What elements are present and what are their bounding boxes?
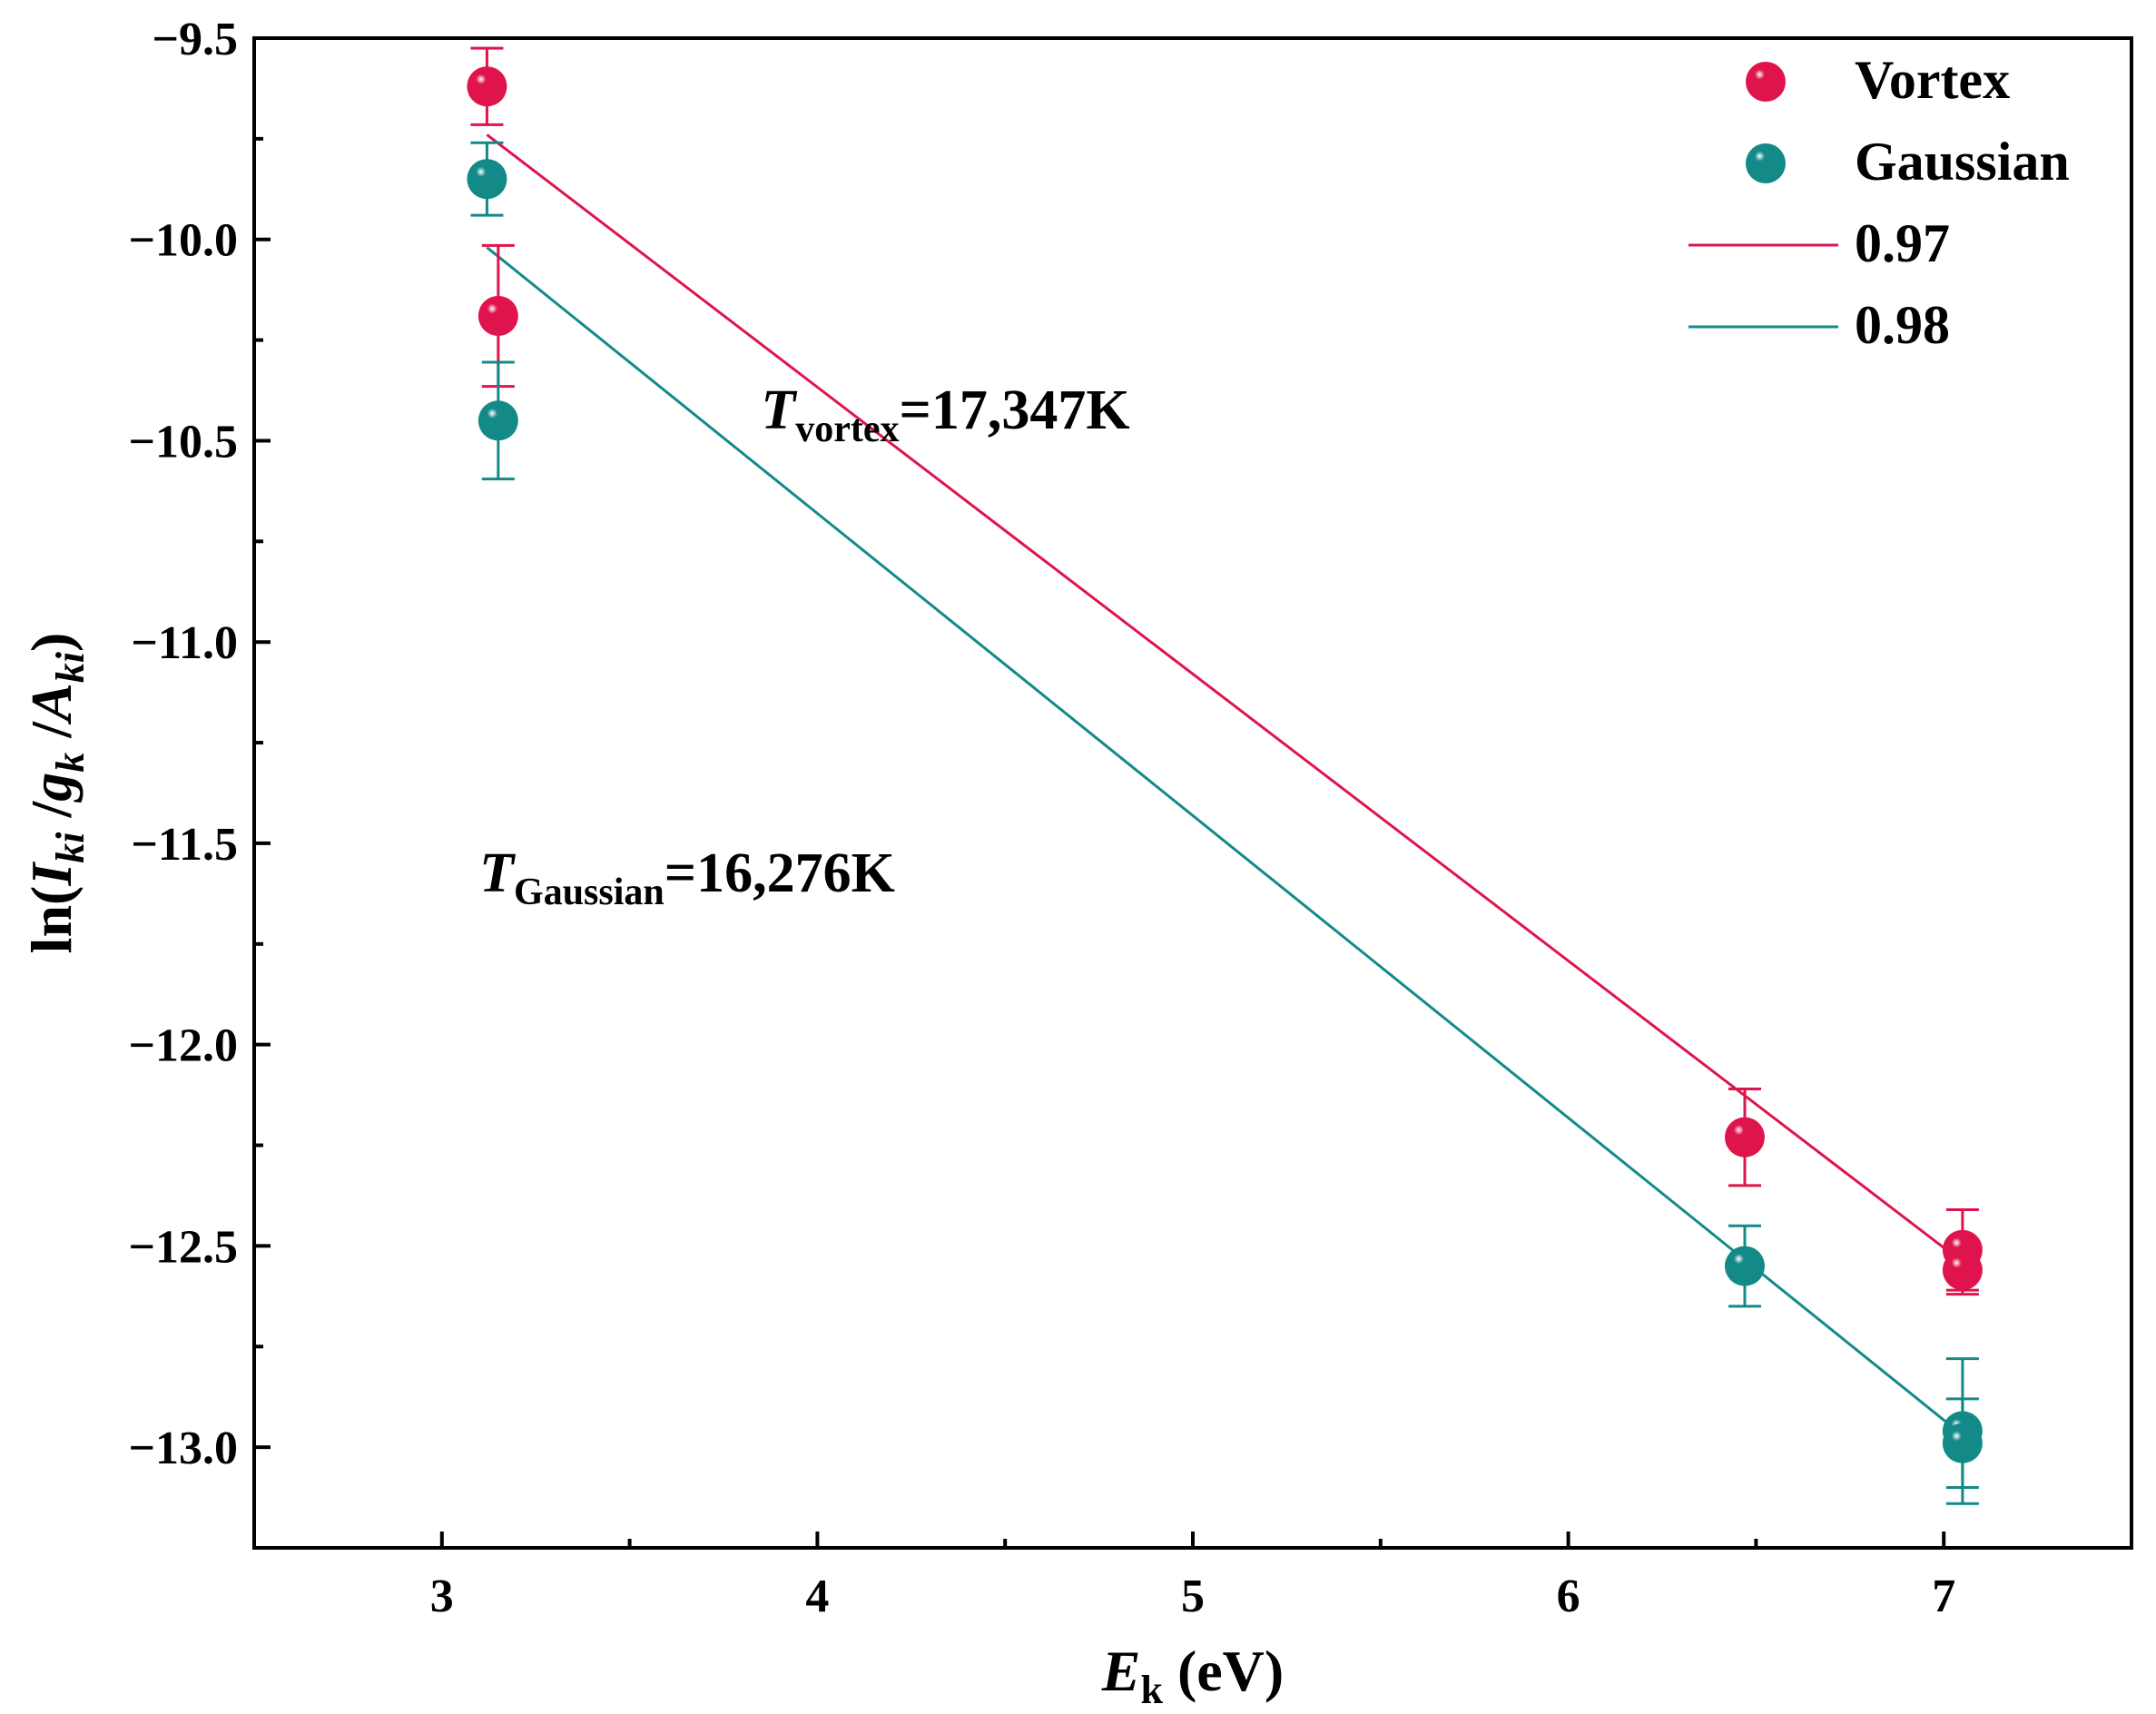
fit-line bbox=[486, 246, 1964, 1436]
y-tick-label: −11.5 bbox=[131, 819, 238, 871]
annotation-main: T bbox=[761, 379, 797, 441]
data-point bbox=[1724, 1246, 1765, 1286]
data-points bbox=[467, 66, 1983, 1463]
x-tick-label: 4 bbox=[805, 1571, 829, 1622]
data-point bbox=[477, 400, 518, 441]
y-title-sep: / bbox=[19, 721, 84, 753]
y-axis-title: ln(Iki /gk /Aki) bbox=[19, 633, 93, 954]
data-point bbox=[1942, 1250, 1983, 1291]
data-point bbox=[1942, 1423, 1983, 1463]
fit-lines bbox=[486, 133, 1964, 1436]
x-tick-label: 5 bbox=[1181, 1571, 1205, 1622]
x-axis-title: Ek (eV) bbox=[1101, 1639, 1284, 1712]
annotation-subscript: vortex bbox=[795, 409, 899, 450]
legend-label: Gaussian bbox=[1855, 132, 2070, 192]
y-tick-label: −10.5 bbox=[128, 416, 238, 468]
annotation-value: =17,347K bbox=[900, 379, 1130, 441]
y-title-i-sub: ki bbox=[48, 832, 93, 863]
legend-label: 0.98 bbox=[1855, 295, 1950, 355]
x-tick-label: 7 bbox=[1932, 1571, 1955, 1622]
x-axis-title-subscript: k bbox=[1140, 1668, 1163, 1712]
annotation-gaussian: TGaussian=16,276K bbox=[479, 842, 895, 913]
data-point bbox=[467, 159, 507, 200]
y-tick-label: −13.0 bbox=[128, 1423, 238, 1474]
y-tick-label: −9.5 bbox=[152, 14, 238, 65]
fit-line bbox=[486, 133, 1964, 1264]
annotation-value: =16,276K bbox=[665, 842, 895, 904]
x-tick-label: 6 bbox=[1557, 1571, 1580, 1622]
y-tick-label: −12.5 bbox=[128, 1221, 238, 1273]
y-title-i: I bbox=[19, 862, 84, 887]
data-point bbox=[1724, 1117, 1765, 1157]
data-point bbox=[467, 66, 507, 107]
x-tick-label: 3 bbox=[430, 1571, 454, 1622]
y-title-sep: / bbox=[19, 800, 84, 832]
annotation-subscript: Gaussian bbox=[514, 872, 665, 913]
axis-ticks: 3 4 5 6 7 −9.5 −10.0 −10.5 −11.0 −11.5 −12.0 −12.5 −… bbox=[128, 14, 1955, 1622]
y-tick-label: −11.0 bbox=[131, 617, 238, 669]
legend-marker bbox=[1746, 62, 1786, 102]
annotation-main: T bbox=[479, 842, 516, 904]
annotation-vortex: Tvortex=17,347K bbox=[761, 379, 1129, 450]
y-title-suffix: ) bbox=[19, 633, 84, 652]
y-tick-label: −10.0 bbox=[128, 215, 238, 267]
x-axis-title-unit: (eV) bbox=[1163, 1639, 1284, 1703]
y-title-a: A bbox=[19, 683, 84, 725]
legend-label: 0.97 bbox=[1855, 213, 1950, 273]
legend-label: Vortex bbox=[1855, 50, 2010, 110]
data-point bbox=[477, 295, 518, 336]
y-title-prefix: ln( bbox=[19, 886, 84, 954]
axis-titles: Ek (eV)ln(Iki /gk /Aki) bbox=[19, 633, 1284, 1712]
legend: Vortex Gaussian 0.97 0.98 bbox=[1688, 50, 2070, 355]
x-axis-title-main: E bbox=[1101, 1639, 1141, 1703]
y-tick-label: −12.0 bbox=[128, 1020, 238, 1072]
y-title-a-sub: ki bbox=[48, 651, 93, 683]
y-title-g-sub: k bbox=[48, 753, 93, 773]
legend-marker bbox=[1746, 143, 1786, 183]
y-title-g: g bbox=[19, 773, 84, 803]
